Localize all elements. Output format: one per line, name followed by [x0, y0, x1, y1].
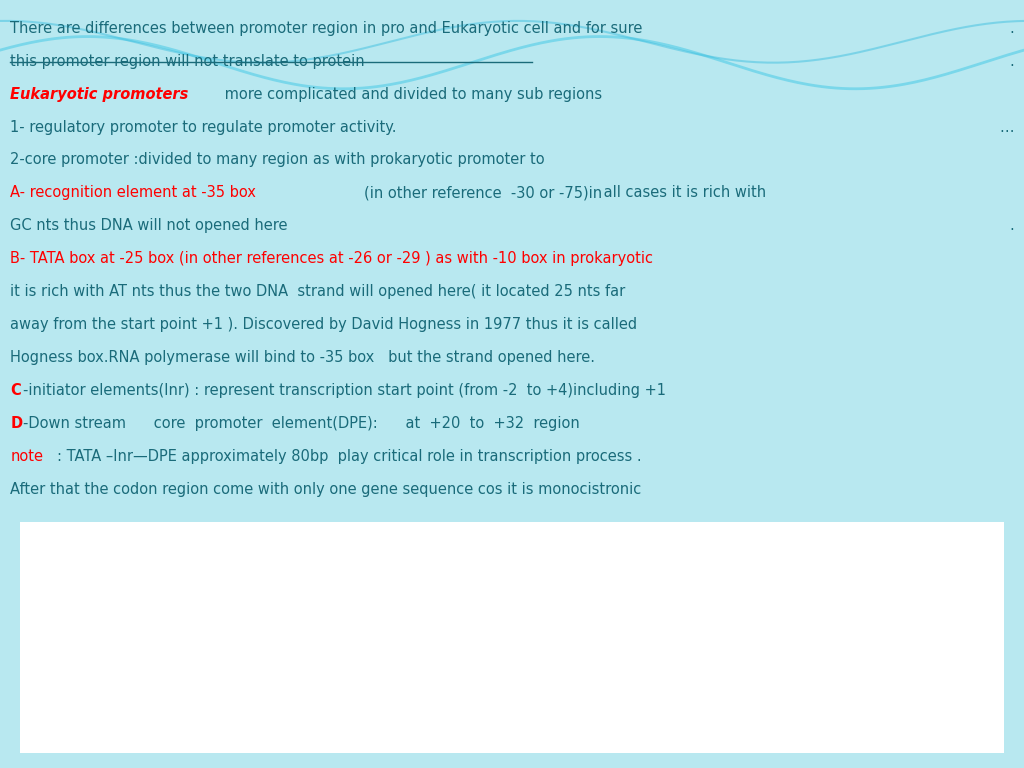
Text: D: D	[10, 415, 23, 431]
Text: more complicated and divided to many sub regions: more complicated and divided to many sub…	[220, 87, 602, 101]
Text: Initiator
element: Initiator element	[632, 552, 678, 574]
Text: TATA box: TATA box	[443, 564, 493, 574]
Text: +30: +30	[808, 653, 835, 666]
Text: Eukaryotic promoters: Eukaryotic promoters	[10, 87, 188, 101]
Bar	[526, 589, 605, 605]
Text: -35: -35	[246, 653, 266, 666]
Bar	[70, 589, 974, 637]
Bar	[70, 589, 148, 605]
Text: 3': 3'	[40, 631, 53, 644]
Bar	[182, 589, 330, 605]
Text: all cases it is rich with: all cases it is rich with	[599, 185, 766, 200]
Bar	[763, 605, 881, 637]
Bar	[70, 605, 148, 637]
Text: -Down stream      core  promoter  element(DPE):      at  +20  to  +32  region: -Down stream core promoter element(DPE):…	[23, 415, 580, 431]
Text: 5': 5'	[40, 616, 53, 628]
Text: away from the start point +1 ). Discovered by David Hogness in 1977 thus it is c: away from the start point +1 ). Discover…	[10, 317, 637, 332]
Bar	[330, 589, 409, 605]
Text: .: .	[1009, 54, 1014, 69]
Bar	[182, 605, 330, 637]
Text: Transcription
start site: Transcription start site	[643, 666, 715, 687]
Bar	[763, 589, 881, 605]
Text: …: …	[999, 120, 1014, 134]
Text: note: note	[10, 449, 43, 464]
Bar	[703, 605, 763, 637]
Text: YYANT$_A$YY: YYANT$_A$YY	[622, 606, 687, 620]
Text: Downstream
core promoter
element: Downstream core promoter element	[782, 540, 861, 574]
Text: (in other reference  -30 or -75)in: (in other reference -30 or -75)in	[364, 185, 602, 200]
Text: it is rich with AT nts thus the two DNA  strand will opened here( it located 25 : it is rich with AT nts thus the two DNA …	[10, 284, 626, 299]
Text: There are differences between promoter region in pro and Eukaryotic cell and for: There are differences between promoter r…	[10, 21, 643, 36]
Bar	[605, 605, 703, 637]
Bar	[881, 605, 974, 637]
Text: .: .	[1009, 21, 1014, 36]
Text: TATAAA: TATAAA	[444, 608, 492, 618]
Bar	[148, 589, 974, 637]
Bar	[881, 589, 974, 605]
Text: B- TATA box at -25 box (in other references at -26 or -29 ) as with -10 box in p: B- TATA box at -25 box (in other referen…	[10, 251, 653, 266]
Text: $^{\mathsf{G}_c\mathsf{G}_c\mathsf{G}_c}$CGCC: $^{\mathsf{G}_c\mathsf{G}_c\mathsf{G}_c}…	[225, 605, 288, 621]
Bar	[409, 589, 526, 605]
Text: DNA: DNA	[40, 598, 71, 612]
Bar	[409, 605, 526, 637]
Text: 2-core promoter :divided to many region as with prokaryotic promoter to: 2-core promoter :divided to many region …	[10, 153, 545, 167]
Text: -initiator elements(Inr) : represent transcription start point (from -2  to +4)i: -initiator elements(Inr) : represent tra…	[23, 382, 666, 398]
Bar	[330, 605, 409, 637]
Bar	[703, 589, 763, 605]
Text: this promoter region will not translate to protein: this promoter region will not translate …	[10, 54, 365, 69]
Bar	[605, 589, 703, 605]
Text: GC nts thus DNA will not opened here: GC nts thus DNA will not opened here	[10, 218, 288, 233]
Text: TFIIB
recognition
element: TFIIB recognition element	[225, 540, 288, 574]
Text: After that the codon region come with only one gene sequence cos it is monocistr: After that the codon region come with on…	[10, 482, 641, 496]
Text: Regulatory
promoter: Regulatory promoter	[96, 653, 157, 674]
Text: C: C	[10, 382, 20, 398]
Text: Hogness box.RNA polymerase will bind to -35 box   but the strand opened here.: Hogness box.RNA polymerase will bind to …	[10, 350, 595, 365]
Text: .: .	[1009, 218, 1014, 233]
Text: 1- regulatory promoter to regulate promoter activity.: 1- regulatory promoter to regulate promo…	[10, 120, 396, 134]
Text: -25: -25	[458, 653, 478, 666]
Text: RGA$_T$CGTG: RGA$_T$CGTG	[788, 606, 855, 620]
Text: : TATA –Inr—DPE approximately 80bp  play critical role in transcription process : : TATA –Inr—DPE approximately 80bp play …	[57, 449, 642, 464]
Text: +1: +1	[645, 653, 664, 666]
Text: Core
promoter: Core promoter	[393, 653, 444, 674]
Bar	[526, 605, 605, 637]
Text: A- recognition element at -35 box: A- recognition element at -35 box	[10, 185, 256, 200]
